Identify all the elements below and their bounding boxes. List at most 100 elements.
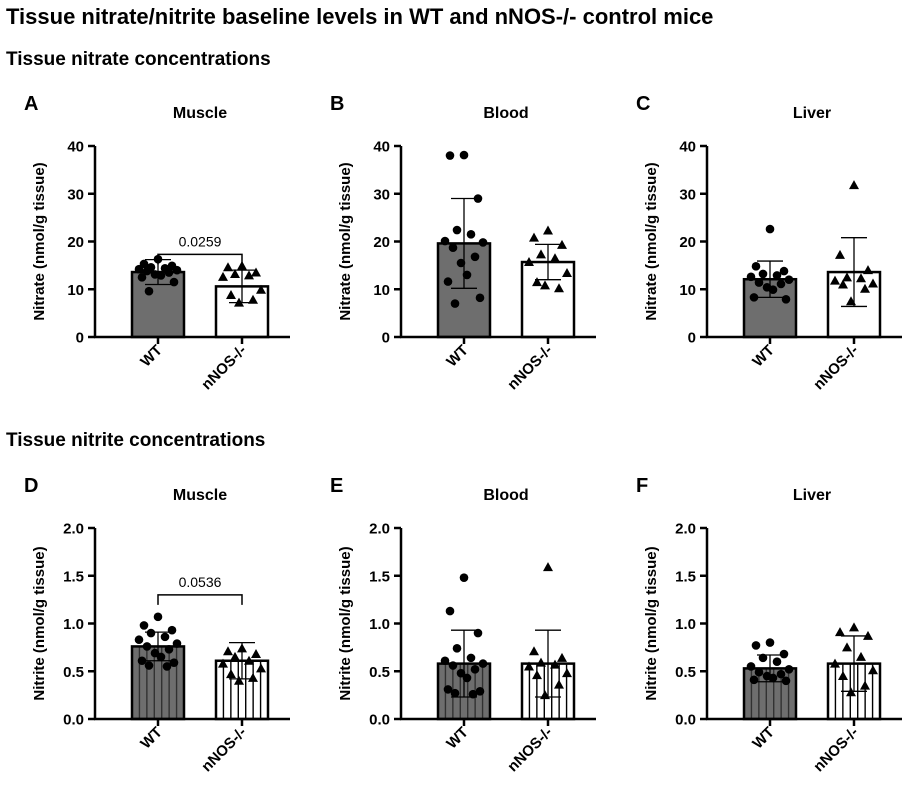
y-tick-label: 20 [373,234,390,251]
data-point-triangle [536,657,546,667]
y-tick-label: 40 [373,139,390,156]
panel-title: Liver [793,105,831,122]
panel-letter: A [24,93,38,115]
y-axis-label: Nitrate (nmol/g tissue) [31,162,48,320]
data-point-circle [137,273,147,282]
data-point-circle [153,612,163,622]
data-point-circle [478,659,488,668]
data-point-circle [440,236,450,246]
y-tick-label: 10 [67,282,84,299]
panel-letter: C [636,93,650,115]
data-point-circle [443,277,453,286]
y-axis-label: Nitrite (nmol/g tissue) [643,546,660,700]
panel-letter: D [24,475,38,497]
panel-letter: E [330,475,343,497]
data-point-circle [139,621,149,630]
data-point-circle [468,689,478,699]
data-point-triangle [838,279,848,289]
data-point-circle [470,252,480,262]
data-point-triangle [835,249,845,259]
data-point-circle [751,262,761,271]
y-tick-label: 1.5 [369,568,390,585]
data-point-circle [475,687,485,696]
data-point-triangle [557,239,567,249]
data-point-circle [448,661,458,670]
data-point-triangle [868,278,878,288]
data-point-circle [445,606,455,616]
y-tick-label: 2.0 [369,521,390,538]
data-point-circle [452,644,462,653]
data-point-circle [478,238,488,247]
data-point-circle [462,673,472,683]
data-point-triangle [218,271,228,281]
data-point-circle [156,271,166,280]
data-point-triangle [524,661,534,671]
panel-letter: F [636,475,648,497]
y-tick-label: 20 [67,234,84,251]
x-tick-label: WT [749,724,778,753]
data-point-circle [456,668,466,678]
data-point-circle [452,225,462,235]
data-point-circle [779,649,789,659]
data-point-circle [768,673,778,683]
data-point-circle [781,676,791,686]
data-point-circle [144,286,154,296]
data-point-circle [776,279,786,289]
data-point-triangle [868,665,878,675]
data-point-circle [459,573,469,582]
data-point-circle [160,632,170,642]
data-point-circle [781,294,791,304]
data-point-circle [462,270,472,280]
data-point-circle [164,644,174,654]
data-point-circle [749,675,759,685]
data-point-triangle [550,659,560,669]
data-point-triangle [251,649,261,659]
y-tick-label: 40 [67,139,84,156]
chart-panel-e: E Blood Nitrite (nmol/g tissue) 0.0 0.5 1.0 1.… [330,475,596,775]
y-tick-label: 40 [679,139,696,156]
data-point-triangle [237,260,247,270]
data-point-circle [142,642,152,651]
data-point-circle [172,639,182,648]
y-axis-label: Nitrite (nmol/g tissue) [337,546,354,700]
x-tick-label: nNOS-/- [810,724,861,775]
data-point-circle [779,266,789,276]
data-point-circle [144,661,154,670]
data-point-triangle [532,670,542,680]
data-point-circle [473,194,483,203]
y-tick-label: 1.0 [63,616,84,633]
chart-panel-b: B Blood Nitrate (nmol/g tissue) 0 10 20 30 40 WT… [330,93,596,393]
data-point-circle [758,269,768,279]
section-title-nitrite: Tissue nitrite concentrations [6,430,266,451]
data-point-triangle [248,294,258,304]
data-point-circle [456,258,466,268]
section-title-nitrate: Tissue nitrate concentrations [6,49,271,70]
data-point-circle [772,657,782,666]
x-tick-label: nNOS-/- [504,342,555,393]
data-point-circle [784,275,794,284]
x-tick-label: WT [749,342,778,371]
data-point-triangle [218,658,228,668]
data-point-circle [448,243,458,253]
data-point-triangle [256,284,266,294]
y-axis-label: Nitrate (nmol/g tissue) [337,162,354,320]
data-point-triangle [244,270,254,280]
data-point-circle [162,662,172,671]
data-point-circle [746,272,756,282]
data-point-circle [749,293,759,302]
y-tick-label: 0.5 [675,664,696,681]
x-tick-label: nNOS-/- [198,342,249,393]
panel-title: Muscle [173,487,227,504]
y-tick-label: 0 [688,330,696,347]
data-point-circle [784,665,794,674]
data-point-triangle [860,283,870,293]
data-point-circle [475,293,485,303]
y-tick-label: 30 [679,186,696,203]
y-tick-label: 1.5 [63,568,84,585]
data-point-circle [768,285,778,295]
data-point-circle [156,652,166,662]
y-tick-label: 10 [373,282,390,299]
data-point-circle [751,641,761,650]
y-tick-label: 10 [679,282,696,299]
data-point-circle [746,662,756,671]
